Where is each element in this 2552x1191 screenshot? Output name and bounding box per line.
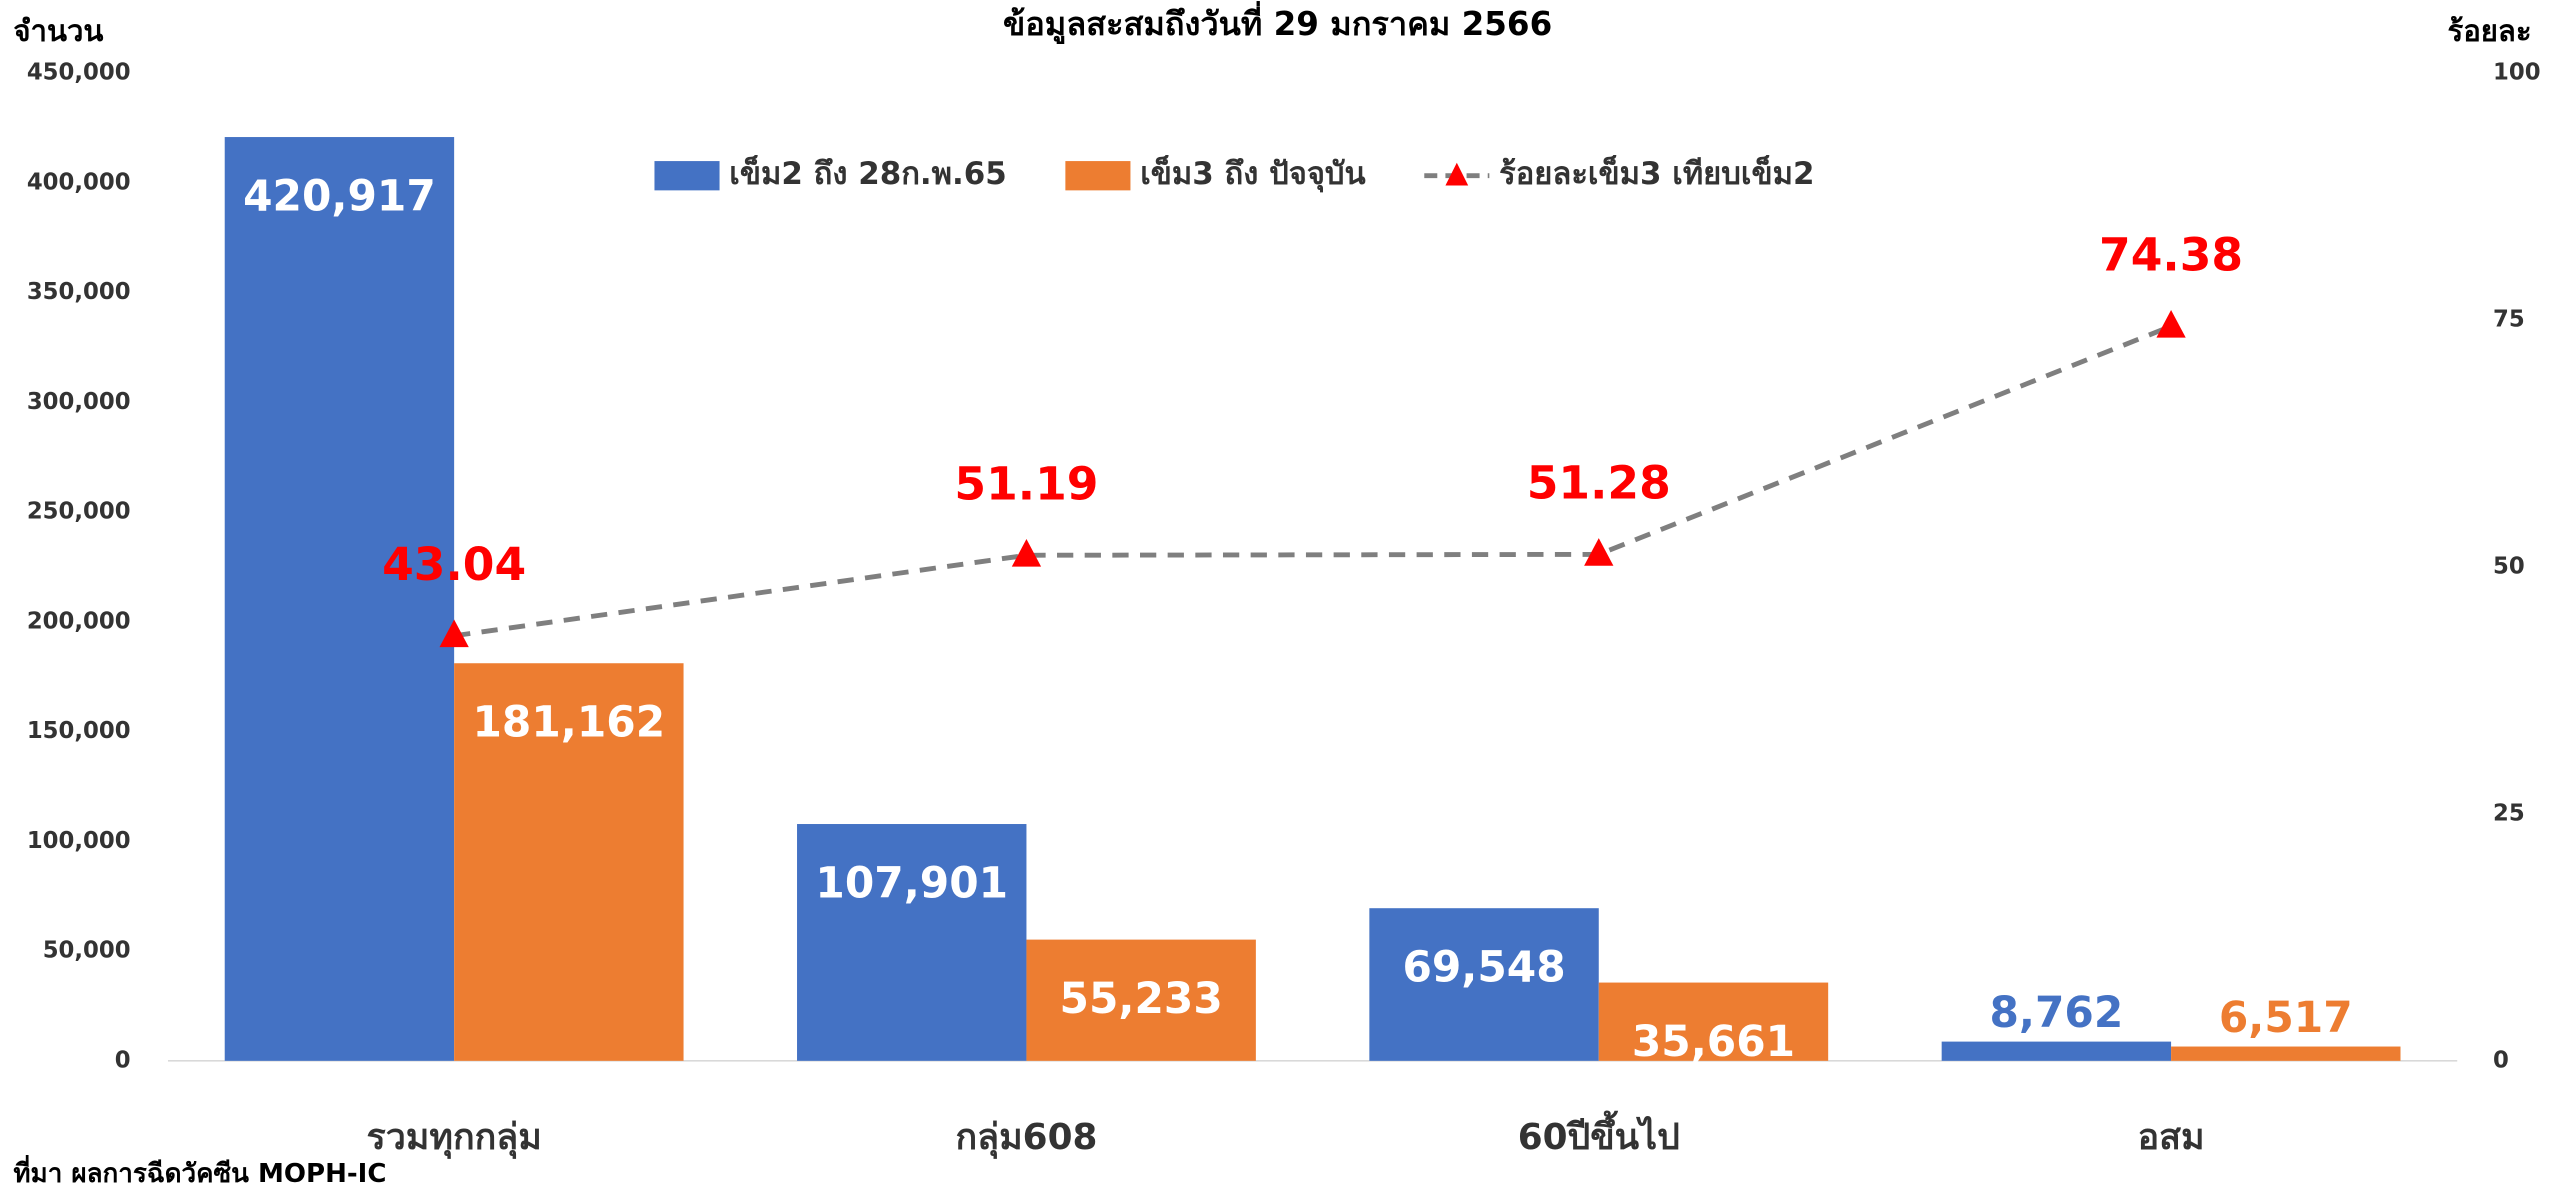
y-tick-label: 300,000 xyxy=(27,389,131,415)
bar xyxy=(1369,908,1599,1061)
line-value-label: 74.38 xyxy=(2099,228,2243,281)
y2-tick-label: 100 xyxy=(2493,60,2541,86)
bar-value-label: 107,901 xyxy=(815,858,1008,907)
y-axis-label: จำนวน xyxy=(13,14,103,48)
y-tick-label: 350,000 xyxy=(27,279,131,305)
bar-value-label: 420,917 xyxy=(243,171,436,220)
chart-title: ข้อมูลสะสมถึงวันที่ 29 มกราคม 2566 xyxy=(1003,1,1552,45)
line-value-label: 51.28 xyxy=(1527,457,1671,510)
legend-label: เข็ม3 ถึง ปัจจุบัน xyxy=(1140,154,1365,193)
y2-tick-label: 0 xyxy=(2493,1047,2509,1073)
bar-value-label: 55,233 xyxy=(1060,974,1223,1023)
y-tick-label: 250,000 xyxy=(27,499,131,525)
y-tick-label: 400,000 xyxy=(27,169,131,195)
line-value-label: 51.19 xyxy=(954,457,1098,510)
legend-swatch xyxy=(654,161,720,191)
line-marker xyxy=(2156,309,2186,338)
bar xyxy=(1026,939,1256,1061)
bar xyxy=(2171,1046,2401,1061)
legend-marker xyxy=(1445,162,1469,186)
bar xyxy=(454,663,684,1061)
line-value-label: 43.04 xyxy=(382,538,526,591)
line-marker xyxy=(1584,538,1614,566)
bar xyxy=(1941,1041,2172,1061)
source-note: ที่มา ผลการฉีดวัคซีน MOPH-IC xyxy=(13,1154,386,1189)
legend-label: เข็ม2 ถึง 28ก.พ.65 xyxy=(729,154,1006,192)
y2-tick-label: 50 xyxy=(2493,554,2525,580)
bar-value-label: 6,517 xyxy=(2219,993,2353,1042)
x-tick-label: อสม xyxy=(2138,1117,2205,1158)
bar-value-label: 181,162 xyxy=(473,698,666,747)
y-tick-label: 200,000 xyxy=(27,608,131,634)
x-tick-label: 60ปีขึ้นไป xyxy=(1518,1110,1680,1158)
bar xyxy=(1598,982,1829,1061)
y2-tick-label: 25 xyxy=(2493,800,2525,826)
x-tick-label: กลุ่ม608 xyxy=(956,1117,1098,1159)
y-tick-label: 450,000 xyxy=(27,60,131,86)
x-tick-label: รวมทุกกลุ่ม xyxy=(366,1117,541,1159)
y-tick-label: 50,000 xyxy=(43,938,131,964)
line-marker xyxy=(1011,539,1042,567)
y-tick-label: 150,000 xyxy=(27,718,131,744)
bar xyxy=(224,137,455,1061)
y-tick-label: 100,000 xyxy=(27,828,131,854)
y2-tick-label: 75 xyxy=(2493,307,2525,333)
bar-value-label: 69,548 xyxy=(1402,943,1565,992)
bar xyxy=(797,824,1027,1061)
legend-swatch xyxy=(1065,161,1131,191)
bar-value-label: 8,762 xyxy=(1989,988,2123,1037)
y2-axis-label: ร้อยละ xyxy=(2447,14,2531,48)
line-marker xyxy=(439,619,469,648)
bar-value-label: 35,661 xyxy=(1632,1017,1795,1066)
line xyxy=(453,323,2172,639)
legend-label: ร้อยละเข็ม3 เทียบเข็ม2 xyxy=(1499,154,1814,192)
y-tick-label: 0 xyxy=(115,1047,131,1073)
